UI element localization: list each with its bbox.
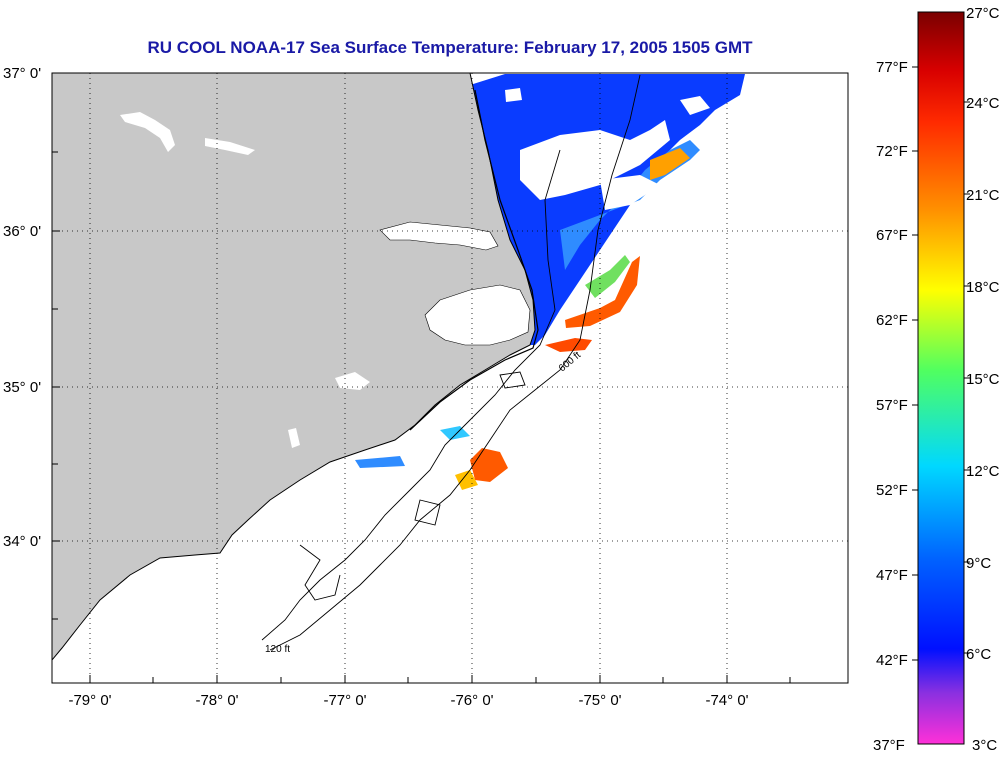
f-label-72: 72°F xyxy=(876,143,908,160)
f-label-42: 42°F xyxy=(876,652,908,669)
yellow-patch-south xyxy=(455,470,478,490)
green-water-patch xyxy=(585,255,630,298)
latitude-labels: 37° 0' 36° 0' 35° 0' 34° 0' xyxy=(3,65,41,550)
page-title: RU COOL NOAA-17 Sea Surface Temperature:… xyxy=(147,38,753,57)
f-label-57: 57°F xyxy=(876,397,908,414)
river-c xyxy=(335,372,370,390)
colorbar-ticks xyxy=(912,66,970,661)
colorbar-celsius-labels: 27°C 24°C 21°C 18°C 15°C 12°C 9°C 6°C 3°… xyxy=(966,5,1000,754)
lon-label-74: -74° 0' xyxy=(705,692,748,709)
pamlico-sound xyxy=(424,284,531,346)
f-label-37: 37°F xyxy=(873,737,905,754)
orange-patch-east xyxy=(650,148,690,180)
lat-label-34: 34° 0' xyxy=(3,533,41,550)
longitude-labels: -79° 0' -78° 0' -77° 0' -76° 0' -75° 0' … xyxy=(68,692,748,709)
f-label-47: 47°F xyxy=(876,567,908,584)
graticule xyxy=(52,73,848,683)
blue-patch-south xyxy=(355,456,405,468)
c-label-27: 27°C xyxy=(966,5,1000,22)
lon-label-78: -78° 0' xyxy=(195,692,238,709)
river-b xyxy=(205,138,255,155)
c-label-12: 12°C xyxy=(966,463,1000,480)
warm-filament-north xyxy=(565,256,640,328)
c-label-3: 3°C xyxy=(972,737,997,754)
f-label-62: 62°F xyxy=(876,312,908,329)
c-label-6: 6°C xyxy=(966,646,991,663)
c-label-24: 24°C xyxy=(966,95,1000,112)
lat-label-35: 35° 0' xyxy=(3,379,41,396)
contour-120ft xyxy=(261,149,561,641)
land xyxy=(52,73,536,661)
f-label-67: 67°F xyxy=(876,227,908,244)
lat-label-37: 37° 0' xyxy=(3,65,41,82)
lon-label-76: -76° 0' xyxy=(450,692,493,709)
c-label-9: 9°C xyxy=(966,555,991,572)
c-label-21: 21°C xyxy=(966,187,1000,204)
contour-label-120: 120 ft xyxy=(265,644,290,655)
lon-label-75: -75° 0' xyxy=(578,692,621,709)
colorbar: 77°F 72°F 67°F 62°F 57°F 52°F 47°F 42°F … xyxy=(873,5,1000,754)
lon-label-77: -77° 0' xyxy=(323,692,366,709)
contour-600ft xyxy=(269,74,641,651)
f-label-52: 52°F xyxy=(876,482,908,499)
albemarle-sound xyxy=(379,221,499,251)
colorbar-fahrenheit-labels: 77°F 72°F 67°F 62°F 57°F 52°F 47°F 42°F … xyxy=(873,59,908,754)
c-label-18: 18°C xyxy=(966,279,1000,296)
outer-banks xyxy=(409,89,539,431)
lat-label-36: 36° 0' xyxy=(3,223,41,240)
axis-ticks xyxy=(52,72,791,683)
river-a xyxy=(120,112,175,152)
colorbar-gradient xyxy=(917,11,965,745)
c-label-15: 15°C xyxy=(966,371,1000,388)
cyan-patch-south xyxy=(440,426,470,440)
lon-label-79: -79° 0' xyxy=(68,692,111,709)
warm-filament-hatteras xyxy=(545,338,592,352)
river-d xyxy=(288,428,300,448)
f-label-77: 77°F xyxy=(876,59,908,76)
land-mass xyxy=(52,73,536,661)
bathymetry-contours xyxy=(261,74,641,651)
cloud-gaps xyxy=(505,88,710,210)
